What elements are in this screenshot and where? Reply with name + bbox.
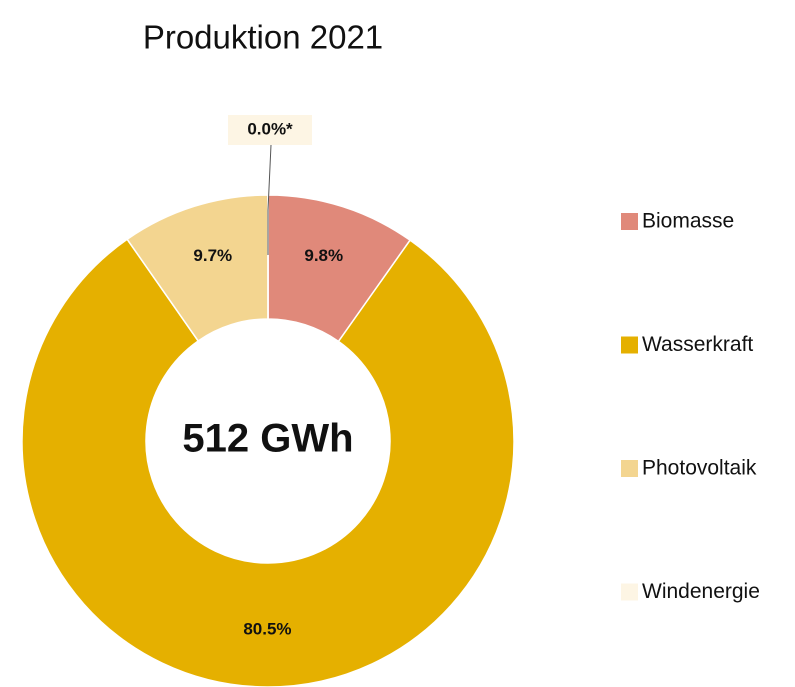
- legend-label: Windenergie: [642, 580, 760, 603]
- legend-swatch: [621, 583, 638, 601]
- legend-swatch: [621, 213, 638, 230]
- chart-title: Produktion 2021: [143, 19, 383, 56]
- legend-swatch: [621, 336, 638, 354]
- leader-line: [267, 144, 272, 255]
- legend-label: Wasserkraft: [642, 333, 753, 356]
- legend-swatch: [621, 460, 638, 477]
- value-label: 0.0%*: [247, 119, 293, 138]
- slice: [21, 238, 515, 687]
- value-label: 80.5%: [243, 619, 291, 638]
- value-label: 9.8%: [304, 246, 343, 265]
- label-box: [228, 115, 312, 145]
- center-label: 512 GWh: [182, 417, 353, 461]
- legend-label: Biomasse: [642, 210, 734, 233]
- donut: [21, 194, 515, 687]
- legend-label: Photovoltaik: [642, 457, 757, 480]
- value-label: 9.7%: [193, 246, 232, 265]
